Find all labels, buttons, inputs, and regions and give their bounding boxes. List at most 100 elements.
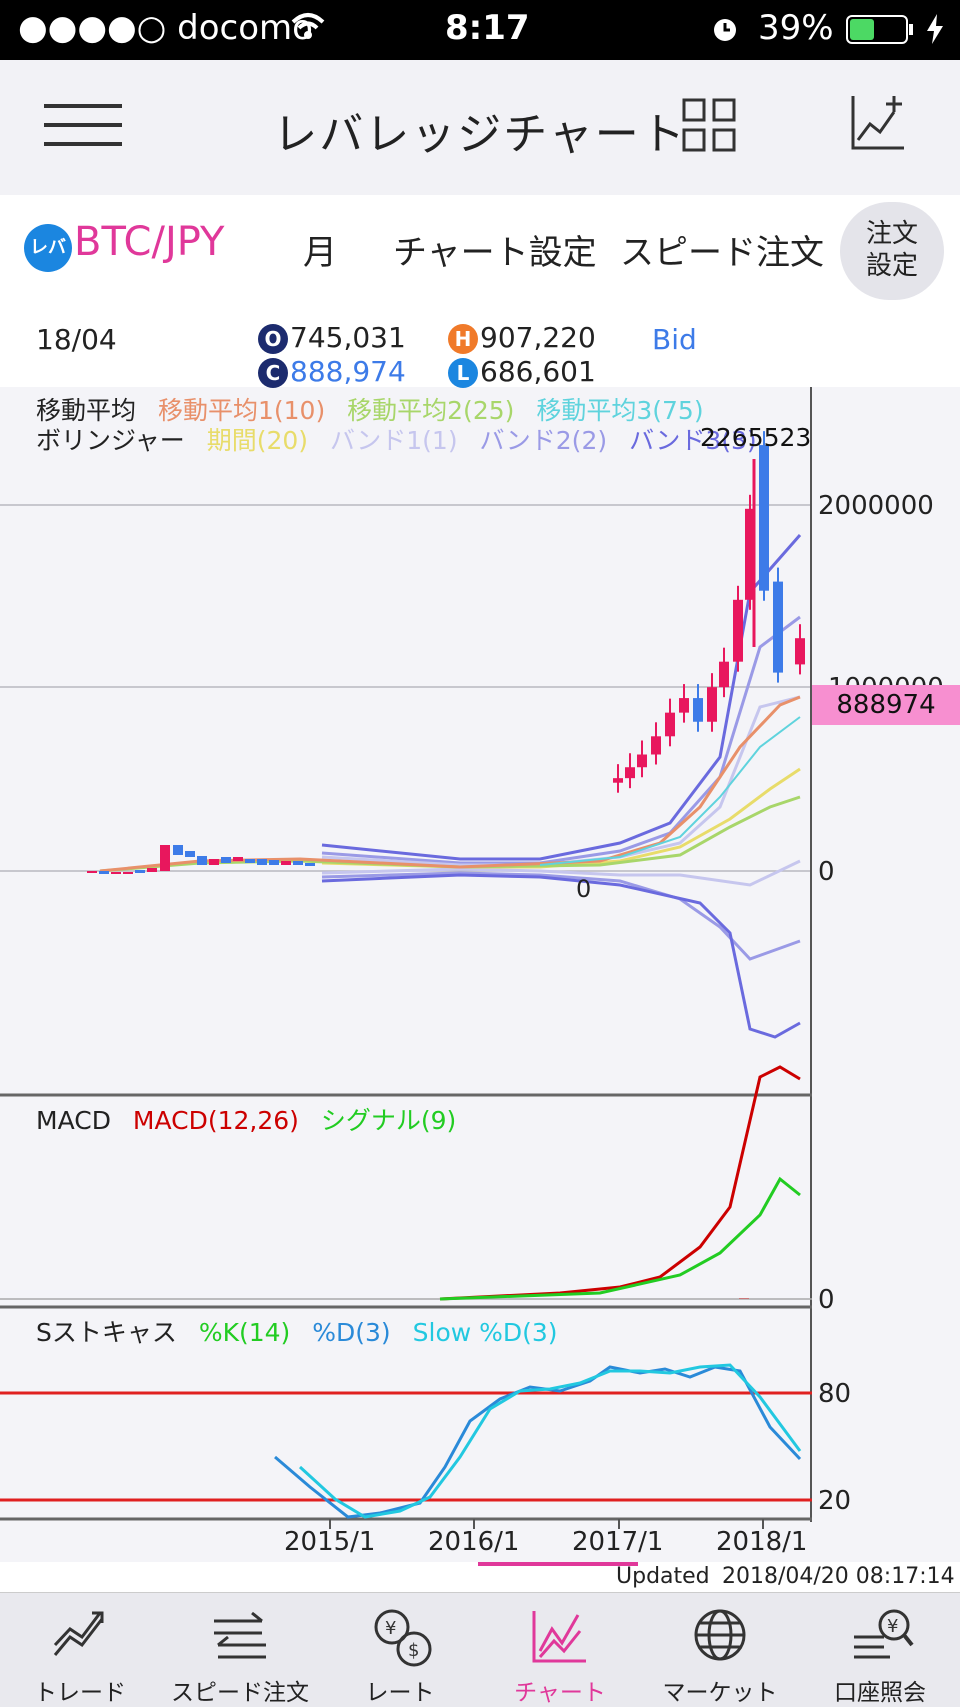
candle-early-8 bbox=[185, 851, 195, 857]
nav-bar: レバレッジチャート bbox=[0, 60, 960, 195]
chart-toolbar: レバ BTC/JPY 月 チャート設定 スピード注文 注文 設定 bbox=[0, 195, 960, 305]
grid-layout-icon[interactable] bbox=[682, 98, 736, 156]
trade-icon bbox=[50, 1607, 110, 1667]
macd-legend-title: MACD bbox=[36, 1106, 111, 1135]
tab-speed-order-label: スピード注文 bbox=[160, 1673, 320, 1707]
tab-speed-order[interactable]: スピード注文 bbox=[160, 1593, 320, 1707]
close-text: 888,974 bbox=[290, 355, 406, 388]
period-selector[interactable]: 月 bbox=[303, 225, 337, 274]
tab-account-label: 口座照会 bbox=[800, 1673, 960, 1707]
low-tag: L bbox=[448, 358, 478, 388]
x-tick-2017: 2017/1 bbox=[572, 1527, 663, 1557]
clock: 8:17 bbox=[445, 8, 530, 48]
battery-percent: 39% bbox=[758, 8, 834, 48]
candle-early-1 bbox=[99, 871, 109, 874]
price-tick-2000000: 2000000 bbox=[818, 491, 934, 521]
tab-trade-label: トレード bbox=[0, 1673, 160, 1707]
status-bar: ●●●●○ docomo 8:17 39% bbox=[0, 0, 960, 60]
signal-legend: シグナル(9) bbox=[321, 1106, 456, 1135]
zero-label: 0 bbox=[576, 875, 591, 903]
tab-market[interactable]: マーケット bbox=[640, 1593, 800, 1707]
candle-body-5 bbox=[679, 698, 689, 713]
account-icon: ¥ bbox=[850, 1607, 914, 1667]
svg-text:$: $ bbox=[408, 1640, 419, 1661]
slowd-line bbox=[300, 1365, 800, 1517]
page-title: レバレッジチャート bbox=[0, 98, 960, 162]
band2-upper bbox=[322, 617, 800, 863]
band3-upper bbox=[322, 535, 800, 859]
tab-trade[interactable]: トレード bbox=[0, 1593, 160, 1707]
band3-lower bbox=[322, 875, 800, 1037]
moving-averages bbox=[100, 697, 800, 871]
svg-text:¥: ¥ bbox=[887, 1616, 898, 1637]
candle-early-7 bbox=[173, 845, 183, 855]
candle-early-5 bbox=[147, 868, 157, 872]
candle-early-15 bbox=[269, 860, 279, 865]
rate-icon: ¥$ bbox=[370, 1607, 434, 1669]
candle-body-7 bbox=[707, 687, 717, 722]
stoch-tick-20: 20 bbox=[818, 1486, 851, 1516]
candle-body-12 bbox=[773, 582, 783, 673]
battery-icon bbox=[846, 14, 916, 55]
tab-rate-label: レート bbox=[320, 1673, 480, 1707]
scroll-indicator bbox=[478, 1562, 638, 1566]
svg-text:¥: ¥ bbox=[385, 1618, 396, 1639]
currency-pair-selector[interactable]: BTC/JPY bbox=[74, 219, 224, 265]
d-legend: %D(3) bbox=[312, 1318, 390, 1347]
candle-early-4 bbox=[135, 870, 145, 873]
x-tick-2018: 2018/1 bbox=[716, 1527, 807, 1557]
bid-label: Bid bbox=[652, 323, 697, 356]
candle-early-13 bbox=[245, 859, 255, 863]
carrier-label: ●●●●○ docomo bbox=[18, 8, 313, 48]
charging-icon bbox=[924, 12, 946, 55]
candle-body-9 bbox=[733, 600, 743, 662]
slowd-legend: Slow %D(3) bbox=[413, 1318, 558, 1347]
k-legend: %K(14) bbox=[199, 1318, 290, 1347]
order-settings-button[interactable]: 注文 設定 bbox=[840, 202, 944, 300]
open-tag: O bbox=[258, 324, 288, 354]
macd-params-legend: MACD(12,26) bbox=[133, 1106, 299, 1135]
x-tick-2016: 2016/1 bbox=[428, 1527, 519, 1557]
candle-body-1 bbox=[625, 767, 635, 778]
tab-chart[interactable]: チャート bbox=[480, 1593, 640, 1707]
macd-pane bbox=[440, 1067, 800, 1299]
updated-time: 2018/04/20 08:17:14 bbox=[722, 1564, 955, 1589]
tab-rate[interactable]: ¥$ レート bbox=[320, 1593, 480, 1707]
candle-early-9 bbox=[197, 856, 207, 865]
price-max-label: 2265523 bbox=[700, 423, 811, 452]
candle-body-2 bbox=[637, 755, 647, 768]
speed-order-button[interactable]: スピード注文 bbox=[620, 225, 824, 274]
speed-order-icon bbox=[210, 1607, 270, 1667]
low-text: 686,601 bbox=[480, 355, 596, 388]
bb-period-legend: 期間(20) bbox=[207, 426, 308, 455]
macd-tick-0: 0 bbox=[818, 1285, 835, 1315]
bar-date: 18/04 bbox=[36, 323, 117, 356]
candle-body-3 bbox=[651, 736, 661, 754]
candle-early-16 bbox=[281, 861, 291, 865]
chart-area[interactable]: 移動平均 移動平均1(10) 移動平均2(25) 移動平均3(75) ボリンジャ… bbox=[0, 387, 960, 1562]
candle-body-13 bbox=[795, 638, 805, 664]
stoch-tick-80: 80 bbox=[818, 1379, 851, 1409]
add-chart-icon[interactable] bbox=[850, 94, 906, 156]
macd-line bbox=[440, 1067, 800, 1299]
candle-early-0 bbox=[87, 871, 97, 873]
bb-legend: ボリンジャー 期間(20) バンド1(1) バンド2(2) バンド3(3) bbox=[36, 421, 771, 457]
candle-early-17 bbox=[293, 861, 303, 865]
candle-body-4 bbox=[665, 713, 675, 737]
tab-account[interactable]: ¥ 口座照会 bbox=[800, 1593, 960, 1707]
candle-early-14 bbox=[257, 859, 267, 865]
stoch-legend: Sストキャス %K(14) %D(3) Slow %D(3) bbox=[36, 1313, 572, 1349]
candle-early-11 bbox=[221, 857, 231, 863]
candle-body-0 bbox=[613, 778, 623, 783]
chart-canvas[interactable] bbox=[0, 387, 960, 1562]
candle-early-18 bbox=[305, 863, 315, 866]
updated-label: Updated bbox=[616, 1564, 710, 1589]
candle-early-3 bbox=[123, 872, 133, 874]
chart-settings-button[interactable]: チャート設定 bbox=[393, 225, 597, 274]
band1-legend: バンド1(1) bbox=[330, 426, 458, 455]
candle-body-11 bbox=[759, 445, 769, 591]
candle-body-6 bbox=[693, 698, 703, 722]
tab-bar: トレード スピード注文 ¥$ レート チャート マーケット ¥ 口座照会 bbox=[0, 1592, 960, 1707]
